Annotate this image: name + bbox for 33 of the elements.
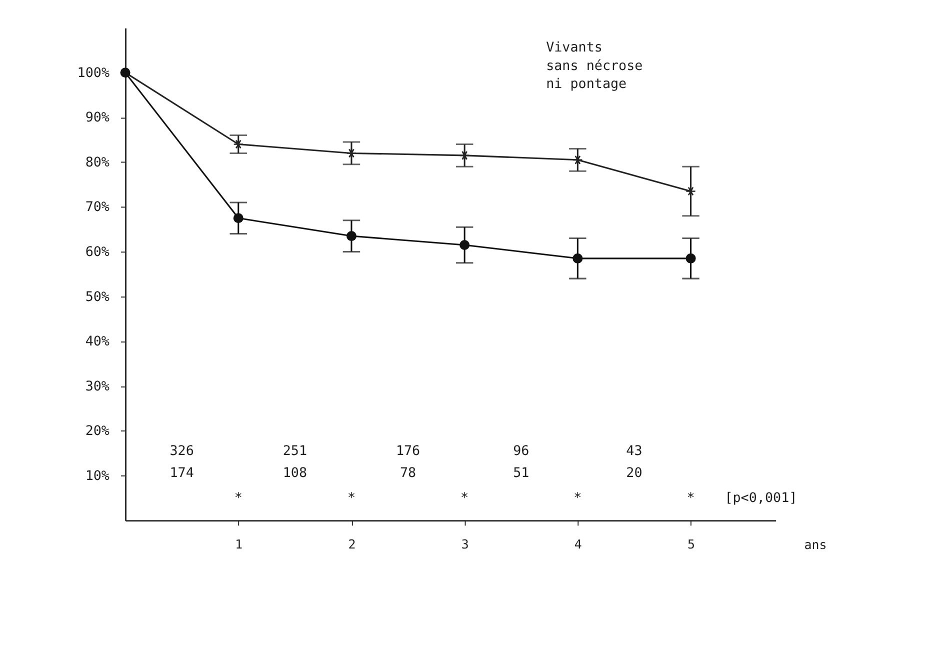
annotation: 174 [170,466,194,482]
annotation: * [347,490,356,506]
annotation: [p<0,001] [724,490,798,506]
y-tick-label: 10% [85,468,110,484]
annotation: * [686,490,695,506]
y-tick-label: 20% [85,424,110,440]
x-tick-label: 4 [574,536,582,552]
x-tick-label: 3 [461,536,469,552]
x-tick-label: 5 [688,536,695,552]
y-tick-label: 100% [77,66,110,81]
text: Vivants sans nécrose ni pontage [546,40,643,92]
annotation: 176 [396,444,420,459]
annotation: 96 [513,444,530,459]
annotation: 51 [513,466,530,482]
y-tick-label: 30% [85,379,110,394]
annotation: 78 [400,466,416,482]
y-tick-label: 50% [85,290,110,305]
x-axis-title: ans [804,537,827,552]
annotation: 326 [170,444,194,459]
y-tick-label: 90% [85,110,110,126]
y-tick-label: 60% [85,245,110,260]
x-tick-label: 2 [348,536,356,552]
annotation: 20 [626,466,642,482]
annotation: 43 [626,444,642,459]
y-tick-label: 80% [85,155,110,170]
y-tick-label: 70% [85,200,110,216]
y-tick-label: 40% [85,334,110,350]
annotation: 108 [282,466,308,482]
annotation: * [460,490,469,506]
x-tick-label: 1 [235,536,243,552]
annotation: 251 [282,444,308,459]
annotation: * [234,490,242,506]
annotation: * [574,490,582,506]
